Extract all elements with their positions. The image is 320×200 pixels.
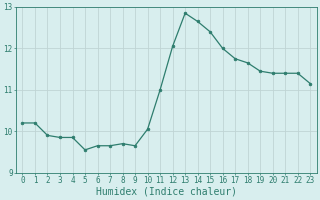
X-axis label: Humidex (Indice chaleur): Humidex (Indice chaleur): [96, 187, 237, 197]
